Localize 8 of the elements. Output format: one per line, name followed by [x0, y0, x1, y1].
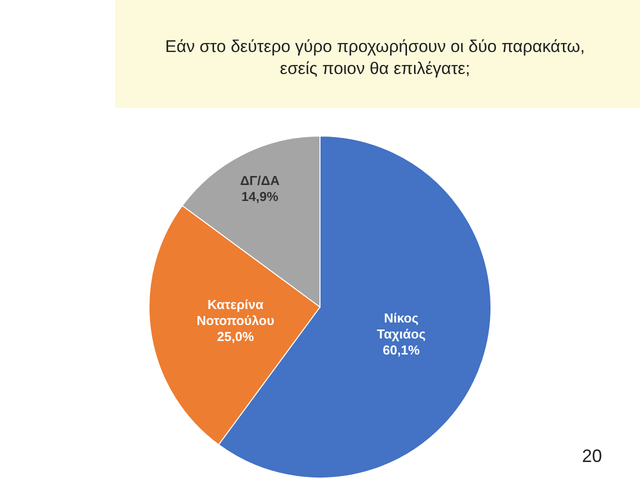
data-label: 60,1%	[382, 342, 420, 358]
slice-label: Κατερίνα Νοτοπούλου	[196, 296, 275, 328]
chart-title: Εάν στο δεύτερο γύρο προχωρήσουν οι δύο παρακάτω, εσείς ποιον θα επιλέγατε;	[165, 37, 585, 78]
text: 20	[582, 446, 602, 466]
slice-label: Νίκος Ταχιάος	[376, 310, 426, 342]
data-label: 14,9%	[241, 188, 279, 204]
slice-label: ΔΓ/ΔΑ	[240, 172, 280, 188]
data-label: 25,0%	[217, 328, 254, 344]
